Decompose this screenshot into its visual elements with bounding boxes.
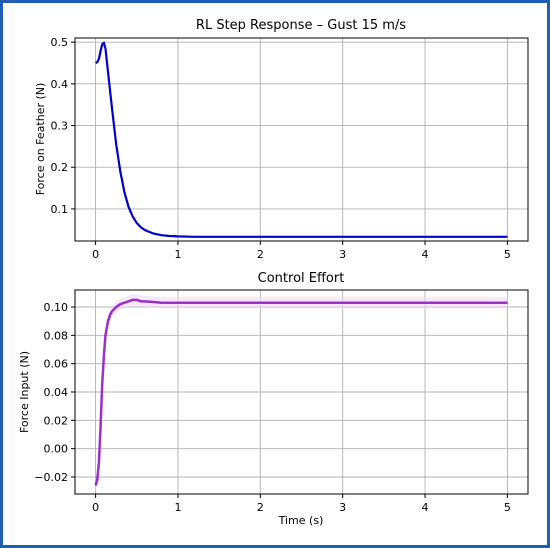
ticks: 0 1 2 3 4 5 0.1 0.2 0.3 0.4 0.5 — [51, 36, 511, 261]
y-axis-label: Force Input (N) — [18, 351, 31, 433]
y-tick-label: 0.00 — [44, 443, 69, 456]
x-axis-label: Time (s) — [278, 514, 324, 527]
y-tick-label: 0.02 — [44, 414, 69, 427]
y-tick-label: 0.2 — [51, 161, 69, 174]
x-tick-label: 5 — [504, 501, 511, 514]
x-tick-label: 2 — [257, 501, 264, 514]
y-tick-label: 0.3 — [51, 120, 69, 133]
x-tick-label: 2 — [257, 248, 264, 261]
y-axis-label: Force on Feather (N) — [34, 83, 47, 196]
x-tick-label: 4 — [422, 501, 429, 514]
chart-title: RL Step Response – Gust 15 m/s — [196, 18, 406, 33]
x-tick-label: 1 — [174, 248, 181, 261]
grid — [75, 38, 528, 241]
y-tick-label: 0.08 — [44, 329, 69, 342]
y-tick-label: 0.06 — [44, 358, 69, 371]
grid — [75, 290, 528, 494]
shaded-band — [95, 294, 508, 492]
chart-step-response: RL Step Response – Gust 15 m/s Force on … — [34, 18, 529, 261]
chart-title: Control Effort — [258, 271, 345, 286]
y-tick-label: 0.1 — [51, 203, 69, 216]
series-line — [94, 298, 508, 486]
x-tick-label: 5 — [504, 248, 511, 261]
axes-frame — [74, 37, 529, 242]
y-tick-label: 0.5 — [51, 36, 69, 49]
x-tick-label: 3 — [339, 248, 346, 261]
x-tick-label: 1 — [174, 501, 181, 514]
x-tick-label: 4 — [422, 248, 429, 261]
y-tick-label: 0.4 — [51, 78, 69, 91]
y-tick-label: 0.04 — [44, 386, 69, 399]
y-tick-label: 0.10 — [44, 301, 69, 314]
x-tick-label: 0 — [92, 248, 99, 261]
y-tick-label: −0.02 — [34, 471, 68, 484]
ticks: 0 1 2 3 4 5 −0.02 0.00 0.02 0.04 0.06 0.08 0.10 — [34, 301, 511, 514]
chart-control-effort: Control Effort Force Input (N) Time (s) … — [18, 271, 529, 527]
series-line — [95, 41, 508, 238]
x-tick-label: 0 — [92, 501, 99, 514]
x-tick-label: 3 — [339, 501, 346, 514]
